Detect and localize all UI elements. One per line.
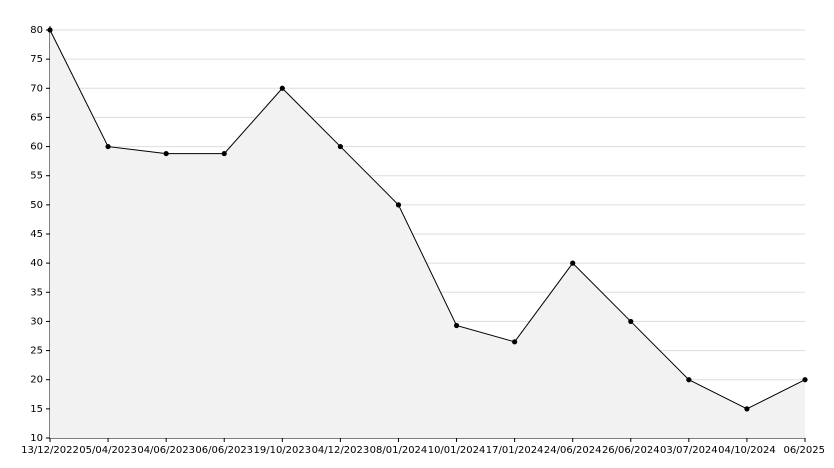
y-tick-label: 50 (30, 200, 43, 211)
y-tick-label: 80 (30, 25, 43, 36)
y-tick-label: 55 (30, 171, 43, 182)
marker (221, 150, 227, 157)
y-tick-label: 35 (30, 287, 43, 298)
marker (686, 377, 692, 383)
y-tick-label: 70 (30, 83, 43, 94)
x-tick-label: 26/06/2024 (602, 445, 660, 456)
x-tick-label: 10/01/2024 (428, 445, 486, 456)
area (50, 30, 805, 438)
x-tick-label: 04/06/2023 (137, 445, 195, 456)
y-tick-label: 60 (30, 142, 43, 153)
marker (163, 150, 169, 157)
y-tick-label: 30 (30, 316, 43, 327)
marker (744, 406, 750, 412)
y-tick-label: 40 (30, 258, 43, 269)
y-tick-label: 20 (30, 375, 43, 386)
marker (570, 260, 576, 266)
y-tick-label: 65 (30, 112, 43, 123)
y-tick-label: 10 (30, 433, 43, 444)
x-tick-label: 06/2025 (783, 445, 825, 456)
marker (802, 377, 808, 383)
x-tick-label: 19/10/2023 (253, 445, 311, 456)
y-tick-label: 45 (30, 229, 43, 240)
marker (395, 202, 402, 208)
x-tick-label: 24/06/2024 (544, 445, 602, 456)
x-tick-label: 03/07/2024 (660, 445, 718, 456)
y-tick-label: 25 (30, 346, 43, 357)
marker (337, 143, 343, 150)
y-tick-label: 15 (30, 404, 43, 415)
x-tick-label: 04/10/2024 (718, 445, 776, 456)
marker (512, 339, 518, 345)
marker (279, 85, 285, 91)
y-tick-label: 75 (30, 54, 43, 65)
line (49, 29, 806, 410)
x-tick-label: 06/06/2023 (195, 445, 253, 456)
marker (105, 143, 111, 150)
x-tick-label: 17/01/2024 (486, 445, 544, 456)
marker (628, 318, 634, 325)
x-tick-label: 13/12/2022 (21, 445, 79, 456)
x-tick-label: 08/01/2024 (370, 445, 428, 456)
marker (47, 27, 53, 33)
marker (453, 322, 460, 329)
x-tick-label: 05/04/2023 (79, 445, 137, 456)
x-tick-label: 04/12/2023 (312, 445, 370, 456)
